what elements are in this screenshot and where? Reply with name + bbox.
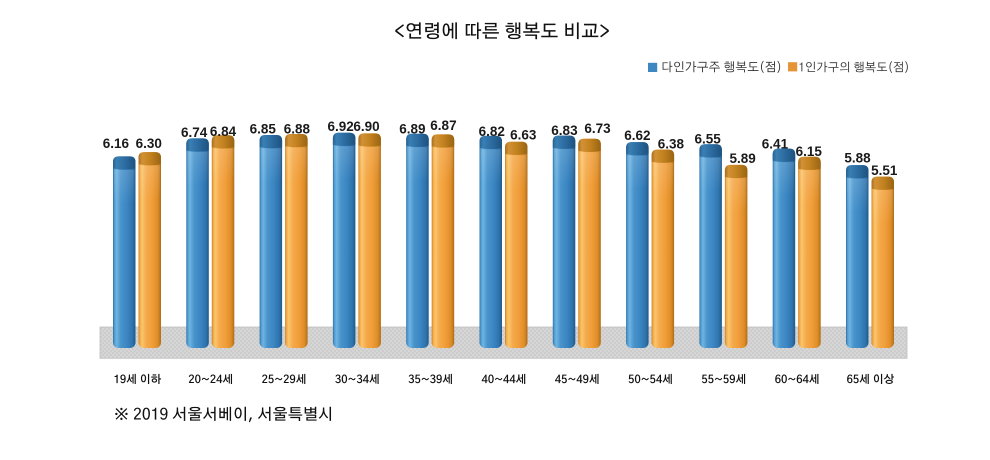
svg-text:6.16: 6.16 — [103, 136, 130, 151]
svg-text:6.87: 6.87 — [430, 118, 456, 133]
svg-text:6.74: 6.74 — [181, 125, 208, 140]
svg-text:6.41: 6.41 — [762, 136, 789, 151]
svg-text:6.30: 6.30 — [136, 136, 162, 151]
svg-text:6.90: 6.90 — [353, 119, 379, 134]
svg-text:6.63: 6.63 — [510, 128, 537, 143]
svg-text:6.15: 6.15 — [796, 144, 823, 159]
svg-text:6.85: 6.85 — [250, 122, 277, 137]
svg-text:5.88: 5.88 — [844, 151, 871, 166]
svg-text:6.84: 6.84 — [210, 124, 237, 139]
svg-text:6.38: 6.38 — [658, 136, 685, 151]
svg-text:6.73: 6.73 — [584, 121, 611, 136]
svg-text:6.55: 6.55 — [695, 132, 722, 147]
svg-text:5.89: 5.89 — [730, 151, 756, 166]
svg-text:6.82: 6.82 — [479, 124, 505, 139]
svg-text:6.89: 6.89 — [399, 121, 425, 136]
svg-text:6.92: 6.92 — [328, 119, 354, 134]
svg-text:6.88: 6.88 — [284, 122, 311, 137]
svg-text:6.62: 6.62 — [624, 128, 650, 143]
svg-text:5.51: 5.51 — [871, 163, 898, 178]
svg-text:6.83: 6.83 — [551, 123, 578, 138]
